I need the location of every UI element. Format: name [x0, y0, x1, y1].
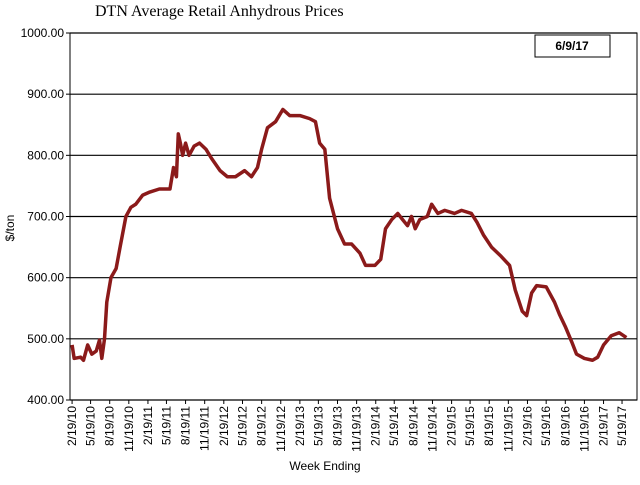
x-tick-label: 5/19/14: [387, 406, 401, 446]
y-tick-label: 900.00: [27, 87, 64, 101]
x-tick-label: 8/19/15: [482, 406, 496, 446]
x-tick-label: 2/19/16: [520, 406, 534, 446]
x-tick-label: 5/19/16: [539, 406, 553, 446]
x-tick-label: 5/19/10: [84, 406, 98, 446]
price-line: [70, 107, 628, 362]
x-tick-label: 8/19/11: [179, 406, 193, 445]
date-annotation: 6/9/17: [555, 39, 589, 53]
x-tick-label: 11/19/16: [577, 406, 591, 452]
x-tick-label: 2/19/11: [141, 406, 155, 445]
x-tick-label: 5/19/17: [615, 406, 629, 446]
y-tick-label: 1000.00: [21, 26, 65, 40]
chart-title: DTN Average Retail Anhydrous Prices: [95, 3, 344, 20]
y-tick-label: 500.00: [27, 332, 64, 346]
x-tick-label: 5/19/15: [463, 406, 477, 446]
x-tick-label: 2/19/13: [293, 406, 307, 446]
x-tick-label: 11/19/15: [501, 406, 515, 452]
x-tick-label: 5/19/13: [311, 406, 325, 446]
x-tick-label: 2/19/17: [597, 406, 611, 446]
x-tick-label: 8/19/14: [406, 406, 420, 446]
x-tick-label: 11/19/10: [122, 406, 136, 452]
x-tick-label: 2/19/12: [217, 406, 231, 446]
x-tick-label: 5/19/12: [236, 406, 250, 446]
y-axis-label: $/ton: [3, 215, 17, 242]
date-box: [534, 34, 611, 58]
y-tick-label: 600.00: [27, 271, 64, 285]
x-tick-label: 11/19/11: [198, 406, 212, 451]
x-tick-label: 8/19/10: [103, 406, 117, 446]
x-tick-label: 11/19/12: [274, 406, 288, 452]
x-axis-label: Week Ending: [289, 459, 360, 473]
x-tick-label: 5/19/11: [159, 406, 173, 445]
x-tick-label: 8/19/12: [255, 406, 269, 446]
x-tick-label: 11/19/13: [350, 406, 364, 452]
y-tick-label: 400.00: [27, 393, 64, 407]
x-tick-label: 2/19/14: [369, 406, 383, 446]
y-tick-label: 700.00: [27, 210, 64, 224]
x-tick-label: 2/19/15: [445, 406, 459, 446]
x-tick-label: 11/19/14: [425, 406, 439, 452]
x-tick-label: 8/19/13: [330, 406, 344, 446]
x-tick-label: 2/19/10: [65, 406, 79, 446]
y-tick-label: 800.00: [27, 148, 64, 162]
x-tick-label: 8/19/16: [558, 406, 572, 446]
